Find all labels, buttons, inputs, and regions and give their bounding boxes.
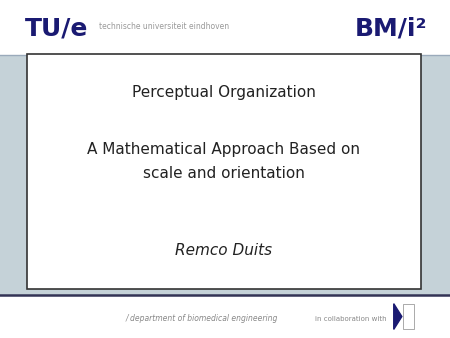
Text: Remco Duits: Remco Duits bbox=[176, 243, 272, 258]
Polygon shape bbox=[394, 304, 402, 330]
FancyBboxPatch shape bbox=[27, 54, 421, 289]
Bar bbox=[0, 0, 450, 55]
Text: TU/e: TU/e bbox=[25, 17, 88, 41]
Text: in collaboration with: in collaboration with bbox=[315, 316, 387, 322]
Text: BM/i²: BM/i² bbox=[355, 17, 428, 41]
Text: technische universiteit eindhoven: technische universiteit eindhoven bbox=[99, 22, 229, 31]
Text: A Mathematical Approach Based on: A Mathematical Approach Based on bbox=[87, 142, 360, 157]
Bar bbox=[0, 295, 450, 338]
Text: Perceptual Organization: Perceptual Organization bbox=[132, 86, 316, 100]
Text: scale and orientation: scale and orientation bbox=[143, 166, 305, 181]
Text: / department of biomedical engineering: / department of biomedical engineering bbox=[126, 314, 279, 323]
Bar bbox=[403, 304, 414, 330]
